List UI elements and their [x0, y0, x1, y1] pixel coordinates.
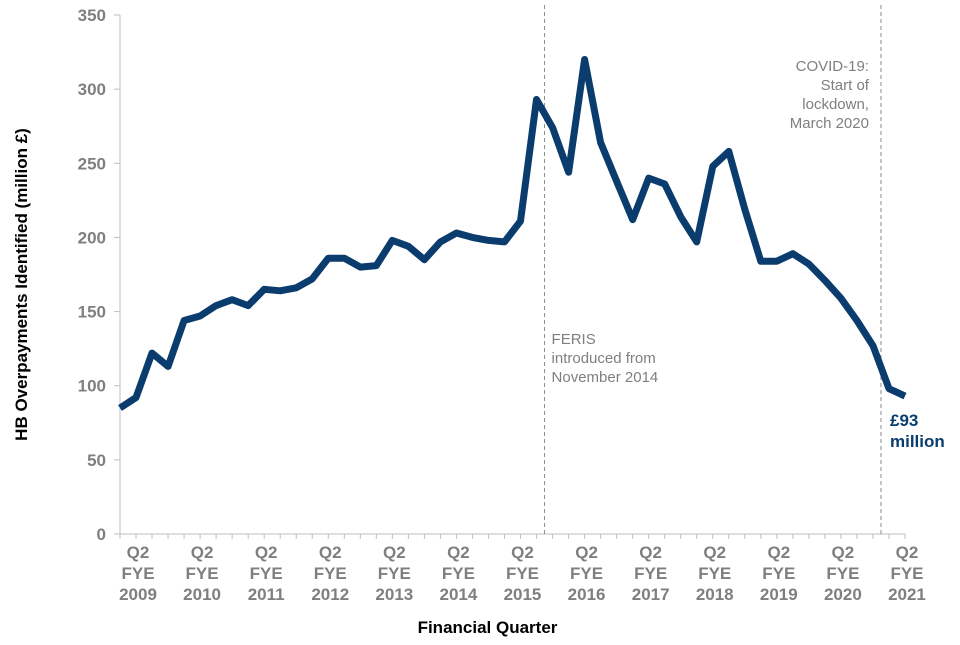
- x-tick-label-year: 2015: [504, 585, 542, 604]
- x-tick-label-fye: FYE: [442, 564, 475, 583]
- end-value-label-line: million: [890, 432, 945, 451]
- x-tick-label: Q2 FYE 2009: [119, 543, 157, 604]
- series-line: [118, 56, 907, 411]
- annotation-line: COVID-19:: [796, 58, 869, 75]
- x-tick-label: Q2 FYE 2019: [760, 543, 798, 604]
- x-tick-label-year: 2019: [760, 585, 798, 604]
- reference-lines: FERIS introduced from November 2014 COVID-1…: [544, 5, 882, 534]
- annotation-line: November 2014: [552, 369, 659, 386]
- y-tick-label: 100: [78, 377, 106, 396]
- x-tick-label-fye: FYE: [570, 564, 603, 583]
- x-tick-label-fye: FYE: [890, 564, 923, 583]
- annotation: FERIS introduced from November 2014: [552, 331, 659, 386]
- end-value-label: £93 million: [890, 411, 945, 451]
- x-tick-label-year: 2016: [568, 585, 606, 604]
- x-tick-label: Q2 FYE 2017: [632, 543, 670, 604]
- x-tick-label-q: Q2: [703, 543, 726, 562]
- series-group: [118, 56, 907, 411]
- end-value-label-line: £93: [890, 411, 918, 430]
- y-tick-label: 150: [78, 303, 106, 322]
- annotation: COVID-19: Start of lockdown, March 2020: [790, 58, 870, 132]
- y-tick-label: 350: [78, 6, 106, 25]
- x-tick-label: Q2 FYE 2012: [311, 543, 349, 604]
- x-tick-label-q: Q2: [191, 543, 214, 562]
- annotation-line: lockdown,: [802, 96, 869, 113]
- x-tick-label-q: Q2: [511, 543, 534, 562]
- annotation-line: March 2020: [790, 115, 869, 132]
- x-tick-label-fye: FYE: [314, 564, 347, 583]
- x-tick-label-year: 2012: [311, 585, 349, 604]
- x-tick-label-q: Q2: [127, 543, 150, 562]
- x-tick-label-fye: FYE: [698, 564, 731, 583]
- annotation-line: FERIS: [552, 331, 596, 348]
- x-tick-label-fye: FYE: [186, 564, 219, 583]
- x-tick-label-fye: FYE: [826, 564, 859, 583]
- x-tick-label-year: 2018: [696, 585, 734, 604]
- labels: £93 million: [890, 411, 945, 451]
- y-axis-title: HB Overpayments Identified (million £): [12, 128, 31, 441]
- x-tick-label-fye: FYE: [378, 564, 411, 583]
- x-tick-label-year: 2021: [888, 585, 926, 604]
- x-tick-label-year: 2010: [183, 585, 221, 604]
- x-axis-title: Financial Quarter: [418, 618, 558, 637]
- annotation-line: Start of: [821, 77, 870, 94]
- x-tick-label: Q2 FYE 2018: [696, 543, 734, 604]
- y-tick-label: 300: [78, 80, 106, 99]
- y-tick-label: 50: [87, 451, 106, 470]
- x-tick-label: Q2 FYE 2014: [439, 543, 477, 604]
- x-tick-label-q: Q2: [575, 543, 598, 562]
- x-tick-label: Q2 FYE 2021: [888, 543, 926, 604]
- x-tick-label: Q2 FYE 2011: [248, 543, 285, 604]
- x-tick-label-year: 2009: [119, 585, 157, 604]
- x-tick-label-q: Q2: [383, 543, 406, 562]
- x-tick-label-q: Q2: [767, 543, 790, 562]
- x-tick-label-year: 2011: [248, 585, 285, 604]
- x-tick-label-q: Q2: [832, 543, 855, 562]
- x-tick-label-fye: FYE: [762, 564, 795, 583]
- x-tick-label-q: Q2: [896, 543, 919, 562]
- y-tick-label: 250: [78, 154, 106, 173]
- x-tick-label-fye: FYE: [506, 564, 539, 583]
- annotation-line: introduced from: [552, 350, 656, 367]
- x-tick-label-fye: FYE: [634, 564, 667, 583]
- x-tick-label-q: Q2: [639, 543, 662, 562]
- x-tick-label-q: Q2: [255, 543, 278, 562]
- x-tick-label-q: Q2: [319, 543, 342, 562]
- x-tick-label: Q2 FYE 2013: [375, 543, 413, 604]
- y-tick-label: 0: [97, 525, 106, 544]
- x-tick-label-year: 2014: [439, 585, 477, 604]
- x-tick-label: Q2 FYE 2015: [504, 543, 542, 604]
- x-tick-label-fye: FYE: [121, 564, 154, 583]
- x-tick-label: Q2 FYE 2016: [568, 543, 606, 604]
- x-tick-label-year: 2017: [632, 585, 670, 604]
- x-tick-label: Q2 FYE 2020: [824, 543, 862, 604]
- x-tick-label: Q2 FYE 2010: [183, 543, 221, 604]
- x-tick-label-year: 2013: [375, 585, 413, 604]
- x-tick-label-year: 2020: [824, 585, 862, 604]
- y-tick-label: 200: [78, 228, 106, 247]
- x-tick-label-fye: FYE: [250, 564, 283, 583]
- x-tick-label-q: Q2: [447, 543, 470, 562]
